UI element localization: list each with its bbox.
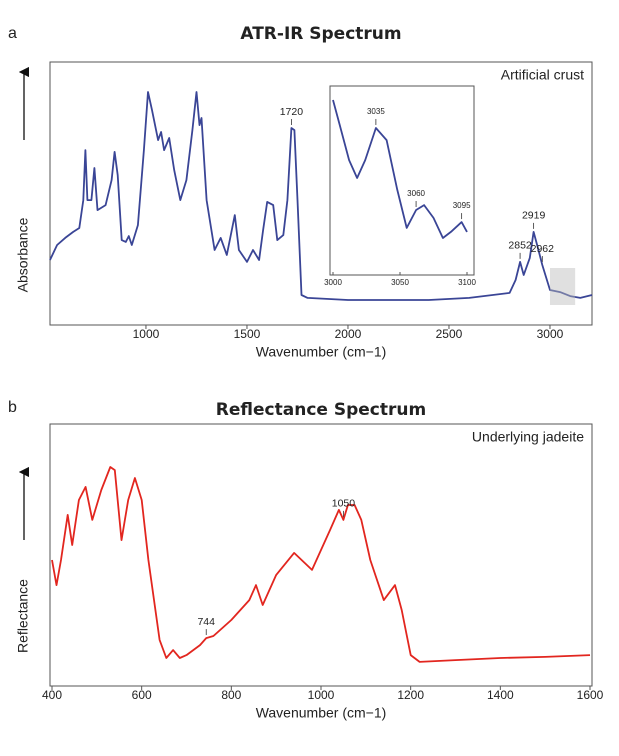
- annotation: 1050: [332, 498, 356, 510]
- note: Underlying jadeite: [472, 429, 584, 445]
- plot-frame: [329, 85, 475, 276]
- panel-label: a: [8, 25, 17, 42]
- annotation: 1720: [280, 106, 304, 118]
- x-tick-label: 3050: [391, 278, 409, 287]
- panel-label: b: [8, 399, 17, 416]
- x-tick-label: 3000: [537, 327, 564, 341]
- x-tick-label: 2500: [436, 327, 463, 341]
- annotation: 2919: [522, 210, 546, 222]
- x-tick-label: 400: [42, 688, 62, 702]
- x-tick-label: 1400: [487, 688, 514, 702]
- annotation: 2962: [531, 243, 555, 255]
- chart-title: Reflectance Spectrum: [216, 400, 426, 420]
- annotation: 3060: [407, 189, 425, 198]
- x-tick-label: 3000: [324, 278, 342, 287]
- x-axis-label: Wavenumber (cm−1): [256, 705, 387, 721]
- x-tick-label: 3100: [458, 278, 476, 287]
- annotation: 3035: [367, 107, 385, 116]
- y-axis-label: Reflectance: [15, 579, 31, 653]
- x-tick-label: 2000: [335, 327, 362, 341]
- x-tick-label: 600: [132, 688, 152, 702]
- x-tick-label: 1000: [308, 688, 335, 702]
- x-tick-label: 1200: [397, 688, 424, 702]
- y-axis-label: Absorbance: [15, 217, 31, 292]
- spectrum-line: [49, 91, 593, 301]
- spectrum-line: [51, 466, 591, 663]
- note: Artificial crust: [501, 67, 584, 83]
- annotation: 744: [197, 616, 215, 628]
- x-axis-label: Wavenumber (cm−1): [256, 344, 387, 360]
- x-tick-label: 800: [221, 688, 241, 702]
- x-tick-label: 1000: [133, 327, 160, 341]
- spectrum-line: [332, 99, 468, 239]
- plot-frame: [49, 61, 593, 326]
- x-tick-label: 1500: [234, 327, 261, 341]
- zoom-highlight: [549, 268, 576, 305]
- x-tick-label: 1600: [577, 688, 604, 702]
- chart-title: ATR-IR Spectrum: [240, 24, 401, 44]
- annotation: 3095: [453, 201, 471, 210]
- annotation: 2852: [508, 240, 532, 252]
- plot-frame: [49, 423, 593, 687]
